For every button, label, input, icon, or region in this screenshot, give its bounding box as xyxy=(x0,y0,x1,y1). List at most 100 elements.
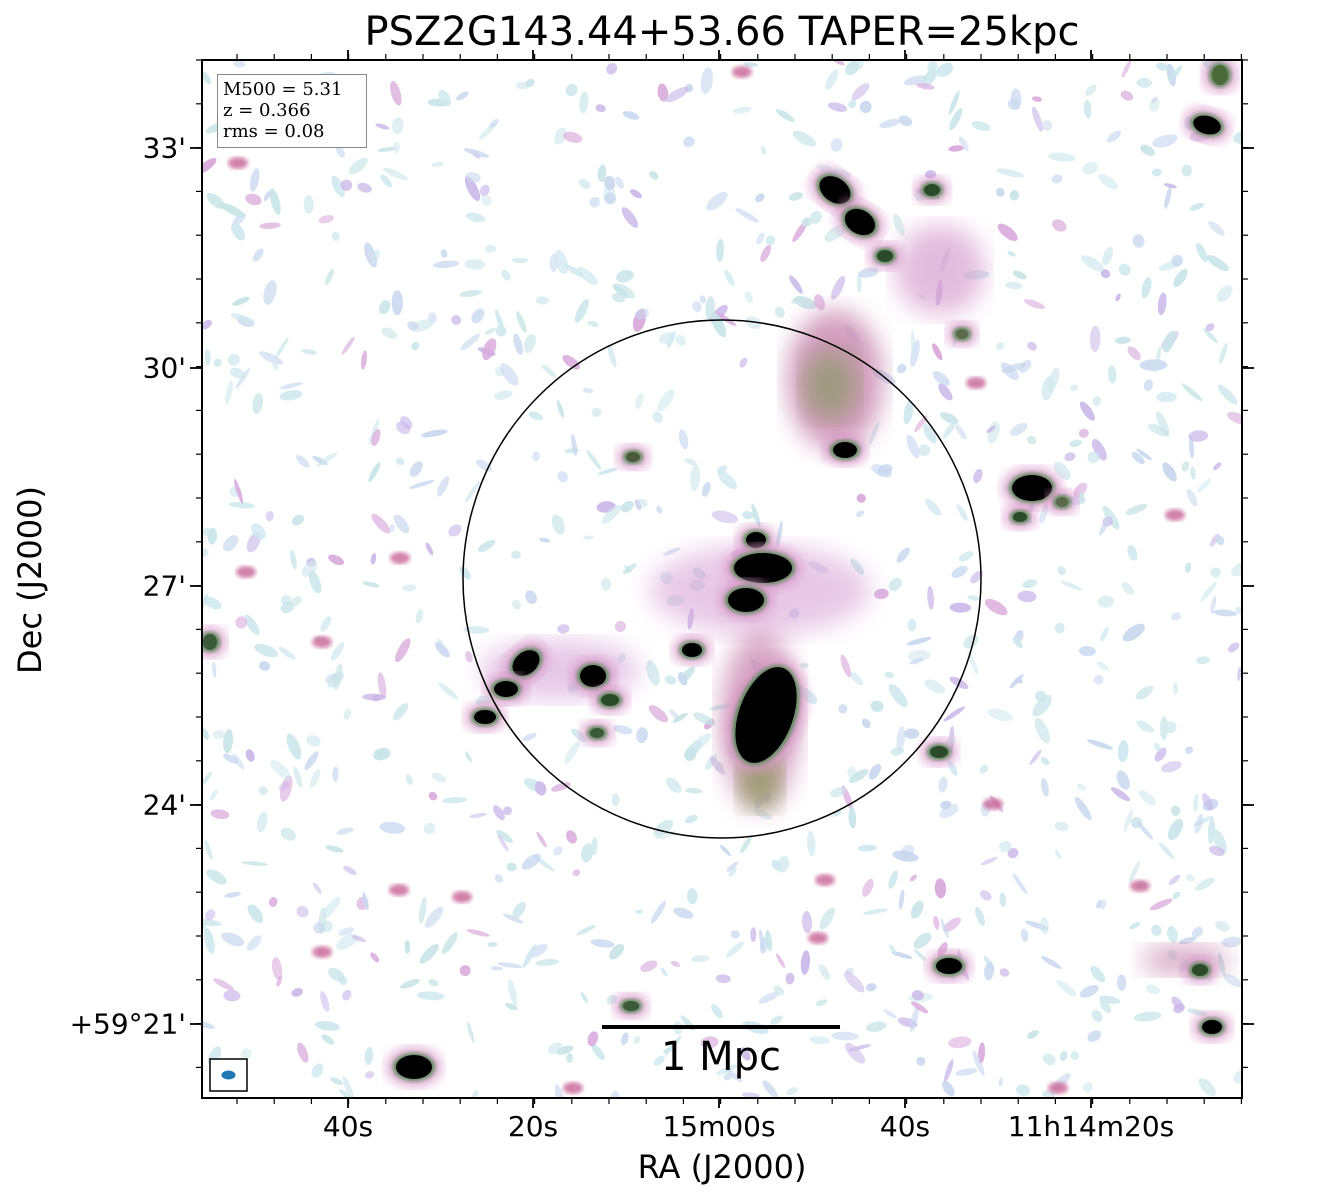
noise-speckle xyxy=(235,616,248,629)
noise-speckle xyxy=(497,962,523,969)
noise-speckle xyxy=(223,728,234,754)
noise-speckle xyxy=(463,148,490,158)
noise-speckle xyxy=(572,869,581,877)
noise-speckle xyxy=(576,925,596,936)
noise-speckle xyxy=(1171,612,1182,621)
noise-speckle xyxy=(1012,636,1023,649)
noise-speckle xyxy=(270,760,292,780)
faint-source xyxy=(452,891,472,903)
noise-speckle xyxy=(933,915,940,930)
noise-speckle xyxy=(564,741,580,765)
noise-speckle xyxy=(464,751,473,763)
noise-speckle xyxy=(1190,466,1196,480)
noise-speckle xyxy=(1181,164,1192,177)
noise-speckle xyxy=(231,222,245,241)
noise-speckle xyxy=(579,91,589,114)
noise-speckle xyxy=(1097,595,1115,608)
noise-speckle xyxy=(958,136,969,152)
noise-speckle xyxy=(1074,796,1092,821)
noise-speckle xyxy=(213,729,225,740)
noise-speckle xyxy=(311,1063,324,1078)
noise-speckle xyxy=(448,524,462,537)
noise-speckle xyxy=(910,330,916,354)
noise-speckle xyxy=(635,909,644,915)
noise-speckle xyxy=(683,136,695,148)
noise-speckle xyxy=(848,99,857,109)
noise-speckle xyxy=(1012,873,1028,895)
noise-speckle xyxy=(377,672,387,699)
noise-speckle xyxy=(675,334,686,346)
noise-speckle xyxy=(984,962,995,981)
noise-speckle xyxy=(762,1080,778,1098)
noise-speckle xyxy=(666,331,676,349)
noise-speckle xyxy=(378,300,391,315)
noise-speckle xyxy=(421,429,448,438)
noise-speckle xyxy=(739,357,748,368)
rms-text: rms = 0.08 xyxy=(223,121,325,142)
noise-speckle xyxy=(342,1075,355,1098)
noise-speckle xyxy=(742,62,758,67)
noise-speckle xyxy=(725,1068,743,1083)
noise-speckle xyxy=(1007,848,1019,859)
radio-source xyxy=(617,445,649,469)
noise-speckle xyxy=(205,909,216,921)
noise-speckle xyxy=(906,637,932,646)
noise-speckle xyxy=(1007,98,1020,111)
noise-speckle xyxy=(1212,829,1227,854)
radio-source xyxy=(824,435,866,465)
noise-speckle xyxy=(490,966,504,971)
noise-speckle xyxy=(1216,285,1233,302)
noise-speckle xyxy=(271,360,279,371)
radio-source xyxy=(485,674,527,704)
noise-speckle xyxy=(635,392,644,409)
noise-speckle xyxy=(776,520,783,548)
noise-speckle xyxy=(955,1068,978,1076)
noise-speckle xyxy=(425,906,444,928)
noise-speckle xyxy=(847,1044,872,1052)
noise-speckle xyxy=(265,510,274,522)
noise-speckle xyxy=(597,467,618,475)
noise-speckle xyxy=(338,927,354,936)
noise-speckle xyxy=(909,658,924,665)
noise-speckle xyxy=(914,415,928,433)
noise-speckle xyxy=(765,929,773,952)
noise-speckle xyxy=(1167,925,1178,944)
noise-speckle xyxy=(888,870,899,889)
noise-speckle xyxy=(276,975,283,987)
noise-speckle xyxy=(850,558,865,575)
noise-speckle xyxy=(1079,401,1095,421)
radio-source xyxy=(1184,108,1230,142)
noise-speckle xyxy=(1151,924,1162,936)
noise-speckle xyxy=(934,878,947,899)
noise-speckle xyxy=(792,130,816,147)
noise-speckle xyxy=(1164,186,1172,209)
noise-speckle xyxy=(390,80,402,106)
noise-speckle xyxy=(1157,292,1167,316)
noise-speckle xyxy=(554,249,569,275)
noise-speckle xyxy=(1034,717,1050,744)
axis-ticks xyxy=(190,50,1254,1108)
plot-title: PSZ2G143.44+53.66 TAPER=25kpc xyxy=(364,9,1080,55)
noise-speckle xyxy=(511,550,521,559)
noise-speckle xyxy=(1116,974,1127,991)
noise-speckle xyxy=(1029,749,1042,765)
faint-source xyxy=(236,566,256,578)
noise-speckle xyxy=(250,523,266,540)
noise-speckle xyxy=(1107,365,1117,384)
noise-speckle xyxy=(554,1084,565,1098)
noise-speckle xyxy=(600,577,612,591)
noise-speckle xyxy=(646,660,660,686)
noise-speckle xyxy=(614,620,627,633)
noise-speckle xyxy=(297,1042,309,1063)
noise-speckle xyxy=(331,175,345,198)
noise-speckle xyxy=(375,123,390,130)
radio-source xyxy=(504,642,548,684)
noise-speckle xyxy=(750,927,757,943)
noise-speckle xyxy=(280,827,296,841)
noise-speckle xyxy=(534,781,547,796)
noise-speckle xyxy=(1131,451,1145,465)
noise-speckle xyxy=(220,203,246,218)
noise-speckle xyxy=(1151,168,1162,177)
noise-speckle xyxy=(801,217,812,227)
noise-speckle xyxy=(389,524,395,533)
